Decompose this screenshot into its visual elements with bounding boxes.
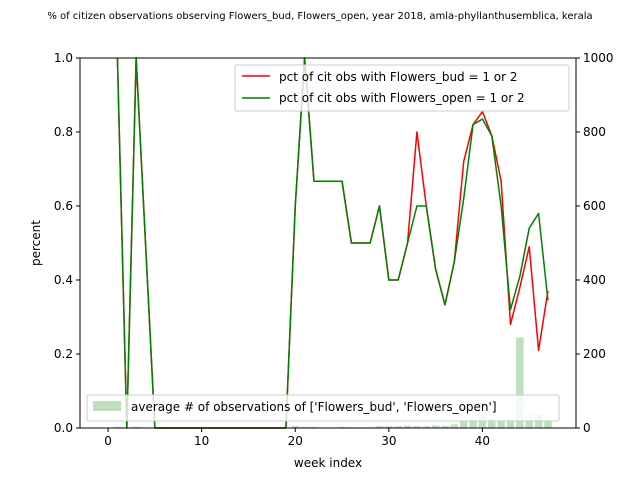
- y-tick-label: 0.0: [54, 421, 73, 435]
- x-tick-label: 20: [288, 434, 303, 448]
- y-tick-label: 1.0: [54, 51, 73, 65]
- series-lines: [116, 57, 549, 429]
- y-tick-label: 0.2: [54, 347, 73, 361]
- legend-bars-box: [86, 394, 560, 422]
- observation-count-bar: [450, 424, 459, 428]
- observation-count-bar: [413, 426, 421, 428]
- x-tick-label: 10: [194, 434, 209, 448]
- observation-count-bar: [375, 426, 384, 428]
- y-axis-label: percent: [29, 220, 43, 266]
- y2-tick-label: 0: [583, 421, 591, 435]
- observation-count-bar: [113, 426, 122, 428]
- y-tick-label: 0.6: [54, 199, 73, 213]
- observation-count-bar: [385, 426, 393, 428]
- observation-count-bar: [525, 415, 533, 428]
- observation-count-bar: [516, 337, 524, 428]
- y2-tick-label: 200: [583, 347, 606, 361]
- legend-label-observation-count: average # of observations of ['Flowers_b…: [131, 400, 497, 414]
- observation-count-bar: [506, 418, 515, 428]
- observation-count-bar: [403, 425, 412, 428]
- chart-title: % of citizen observations observing Flow…: [47, 11, 592, 22]
- y2-tick-label: 1000: [583, 51, 614, 65]
- y-axis-ticks: 0.0 0.2 0.4 0.6 0.8 1.0: [54, 51, 80, 435]
- observation-count-bar: [441, 425, 449, 428]
- x-tick-label: 0: [104, 434, 112, 448]
- legend-bars: average # of observations of ['Flowers_b…: [86, 394, 560, 422]
- plot-frame: [79, 57, 577, 429]
- observation-count-bar: [300, 426, 309, 428]
- legend-swatch-observation-count: [93, 401, 121, 411]
- y-tick-label: 0.4: [54, 273, 73, 287]
- legend-lines-box: [234, 64, 570, 112]
- legend-label-flowers-open: pct of cit obs with Flowers_open = 1 or …: [279, 91, 525, 105]
- legend-label-flowers-bud: pct of cit obs with Flowers_bud = 1 or 2: [279, 70, 518, 84]
- y2-tick-label: 400: [583, 273, 606, 287]
- x-tick-label: 30: [381, 434, 396, 448]
- observation-count-bar: [478, 416, 487, 428]
- x-axis-ticks: 0 10 20 30 40: [104, 428, 490, 448]
- y-tick-label: 0.8: [54, 125, 73, 139]
- observation-count-bar: [431, 425, 440, 428]
- observation-count-bar: [469, 418, 477, 428]
- observation-count-bar: [422, 426, 431, 428]
- y2-tick-label: 600: [583, 199, 606, 213]
- observation-count-bar: [338, 426, 346, 428]
- observation-count-bar: [310, 426, 318, 428]
- y2-tick-label: 800: [583, 125, 606, 139]
- x-axis-label: week index: [294, 456, 362, 470]
- observation-count-bar: [497, 420, 505, 428]
- observation-count-bar: [132, 426, 140, 428]
- observation-count-bar: [291, 426, 299, 428]
- observation-count-bar: [394, 426, 402, 428]
- x-tick-label: 40: [475, 434, 490, 448]
- observation-count-bars: [113, 337, 552, 428]
- y2-axis-ticks: 0 200 400 600 800 1000: [576, 51, 614, 435]
- series-line-flowers-bud: [116, 57, 549, 429]
- observation-count-bar: [459, 420, 468, 428]
- observation-count-bar: [488, 419, 496, 428]
- observation-count-bar: [534, 415, 543, 428]
- observation-count-bar: [544, 420, 552, 428]
- legend-lines: pct of cit obs with Flowers_bud = 1 or 2…: [234, 64, 570, 112]
